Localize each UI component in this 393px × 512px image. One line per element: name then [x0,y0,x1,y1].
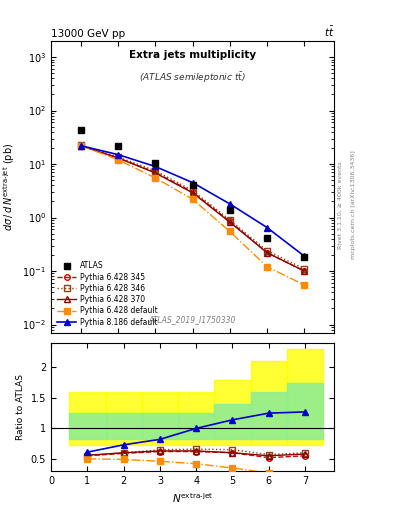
Pythia 8.186 default [116,152,121,158]
Pythia 6.428 345 [264,250,269,256]
Y-axis label: $d\sigma\,/\,d\,N^{\rm extra\text{-}jet}$ (pb): $d\sigma\,/\,d\,N^{\rm extra\text{-}jet}… [1,143,17,231]
Line: Pythia 6.428 345: Pythia 6.428 345 [78,143,307,274]
Line: Pythia 8.186 default: Pythia 8.186 default [78,143,307,259]
Pythia 6.428 345 [302,268,307,274]
Pythia 6.428 345 [153,169,158,176]
Pythia 6.428 default [116,157,121,163]
Pythia 6.428 default [228,228,232,234]
Pythia 8.186 default [79,143,83,149]
Pythia 6.428 346 [79,142,83,148]
Pythia 6.428 370 [228,219,232,225]
X-axis label: $N^{\rm extra\text{-}jet}$: $N^{\rm extra\text{-}jet}$ [172,492,213,505]
Pythia 6.428 346 [116,154,121,160]
Pythia 6.428 default [79,143,83,149]
Text: 13000 GeV pp: 13000 GeV pp [51,29,125,39]
Pythia 6.428 346 [190,187,195,194]
Pythia 8.186 default [264,224,269,230]
Line: Pythia 6.428 346: Pythia 6.428 346 [78,142,307,271]
Pythia 6.428 default [153,175,158,181]
Pythia 6.428 345 [228,218,232,224]
Pythia 6.428 370 [116,155,121,161]
Pythia 6.428 345 [190,189,195,195]
Pythia 6.428 default [190,196,195,202]
Text: Extra jets multiplicity: Extra jets multiplicity [129,50,256,60]
Line: Pythia 6.428 370: Pythia 6.428 370 [78,143,307,274]
Text: mcplots.cern.ch [arXiv:1306.3436]: mcplots.cern.ch [arXiv:1306.3436] [351,151,356,259]
Y-axis label: Ratio to ATLAS: Ratio to ATLAS [16,374,25,440]
Pythia 6.428 345 [116,155,121,161]
Pythia 6.428 346 [302,266,307,272]
Pythia 6.428 default [264,264,269,270]
Pythia 6.428 370 [264,250,269,256]
Text: ATLAS_2019_I1750330: ATLAS_2019_I1750330 [149,315,236,324]
Pythia 6.428 346 [228,217,232,223]
Text: Rivet 3.1.10, ≥ 400k events: Rivet 3.1.10, ≥ 400k events [338,161,342,249]
Pythia 6.428 345 [79,143,83,149]
Pythia 6.428 346 [153,167,158,174]
Pythia 8.186 default [153,163,158,169]
Pythia 8.186 default [302,253,307,259]
Legend: ATLAS, Pythia 6.428 345, Pythia 6.428 346, Pythia 6.428 370, Pythia 6.428 defaul: ATLAS, Pythia 6.428 345, Pythia 6.428 34… [55,259,160,329]
Pythia 6.428 346 [264,248,269,254]
Pythia 6.428 default [302,282,307,288]
Line: Pythia 6.428 default: Pythia 6.428 default [78,143,307,288]
Pythia 8.186 default [190,180,195,186]
Pythia 6.428 370 [79,143,83,149]
Text: $t\bar{t}$: $t\bar{t}$ [323,25,334,39]
Text: (ATLAS semileptonic t$\bar{\rm t}$): (ATLAS semileptonic t$\bar{\rm t}$) [139,70,246,85]
Pythia 6.428 370 [153,170,158,176]
Pythia 8.186 default [228,201,232,207]
Pythia 6.428 370 [190,190,195,196]
Pythia 6.428 370 [302,268,307,274]
